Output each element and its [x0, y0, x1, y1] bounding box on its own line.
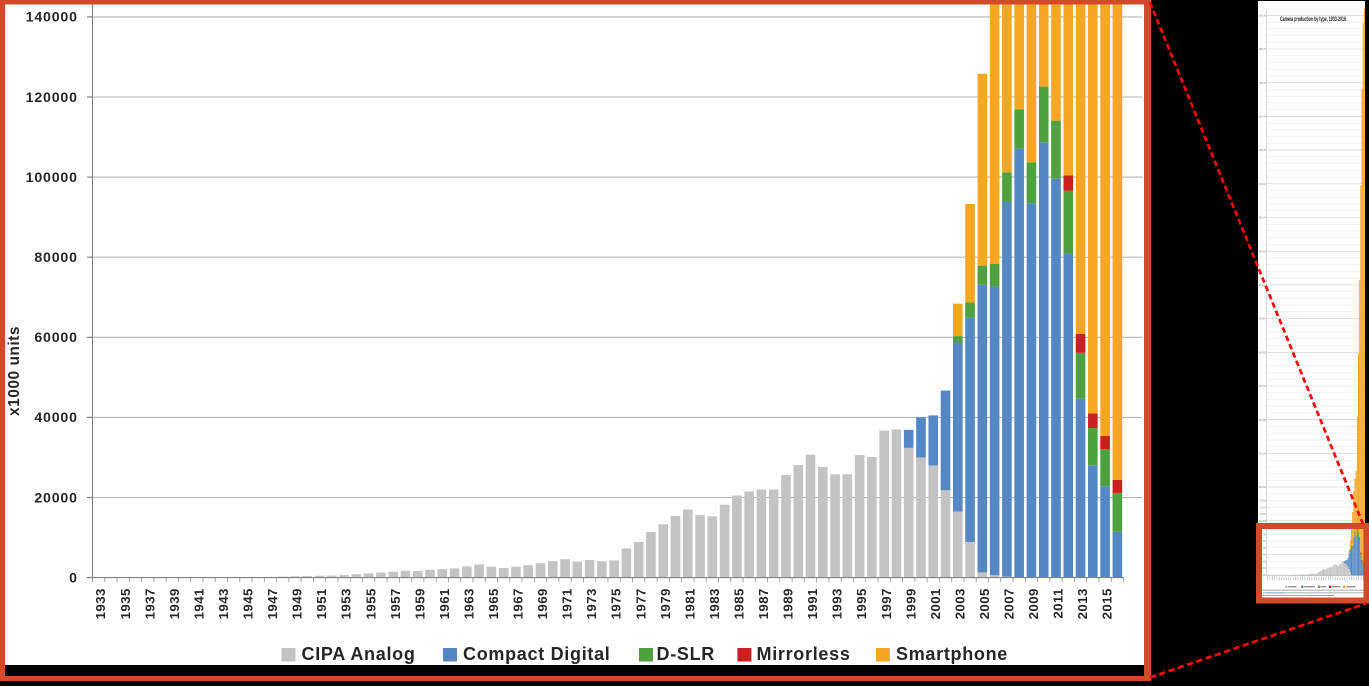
svg-text:1949: 1949	[290, 588, 305, 619]
svg-text:2009: 2009	[1026, 588, 1041, 619]
svg-text:1380,0,000: 1380,0,000	[1259, 115, 1266, 119]
svg-text:Compact Digital: Compact Digital	[463, 644, 611, 664]
svg-text:Camera production by type, 193: Camera production by type, 1933-2016	[1280, 17, 1346, 23]
svg-text:Mirrorless: Mirrorless	[757, 644, 851, 664]
svg-text:2001: 2001	[928, 588, 943, 619]
svg-text:1943: 1943	[216, 588, 231, 619]
svg-text:1959: 1959	[412, 588, 427, 619]
svg-text:980,0,000: 980,0,000	[1259, 249, 1266, 253]
svg-text:1971: 1971	[560, 588, 575, 619]
svg-text:1947: 1947	[265, 588, 280, 619]
svg-text:1961: 1961	[437, 588, 452, 619]
svg-text:580,0,000: 580,0,000	[1259, 384, 1266, 388]
svg-text:1480,0,000: 1480,0,000	[1259, 81, 1266, 85]
svg-text:1945: 1945	[241, 588, 256, 619]
svg-text:100000: 100000	[26, 170, 78, 186]
svg-text:CIPA Analog: CIPA Analog	[302, 644, 416, 664]
svg-text:220,000: 220,000	[1260, 505, 1266, 509]
svg-text:1933: 1933	[93, 588, 108, 619]
svg-text:2011: 2011	[1051, 588, 1066, 619]
svg-text:240,000: 240,000	[1260, 499, 1266, 503]
svg-text:1973: 1973	[584, 588, 599, 619]
svg-text:280,0,000: 280,0,000	[1259, 485, 1266, 489]
svg-text:1977: 1977	[633, 588, 648, 619]
svg-text:1991: 1991	[805, 588, 820, 619]
svg-text:680,0,000: 680,0,000	[1259, 350, 1266, 354]
svg-text:1975: 1975	[609, 588, 624, 619]
svg-text:200,000: 200,000	[1260, 512, 1266, 516]
svg-text:180,0,000: 180,0,000	[1259, 519, 1266, 523]
svg-text:80000: 80000	[34, 250, 77, 266]
svg-text:480,0,000: 480,0,000	[1259, 418, 1266, 422]
svg-text:1580,0,000: 1580,0,000	[1259, 47, 1266, 51]
svg-text:1951: 1951	[314, 588, 329, 619]
svg-text:1937: 1937	[142, 588, 157, 619]
svg-text:20000: 20000	[34, 490, 77, 506]
svg-text:60000: 60000	[34, 330, 77, 346]
svg-text:2007: 2007	[1002, 588, 1017, 619]
svg-text:1280,0,000: 1280,0,000	[1259, 148, 1266, 152]
svg-text:1999: 1999	[903, 588, 918, 619]
svg-text:1955: 1955	[363, 588, 378, 619]
svg-text:1989: 1989	[781, 588, 796, 619]
svg-text:1953: 1953	[339, 588, 354, 619]
svg-text:1941: 1941	[191, 588, 206, 619]
svg-text:1995: 1995	[854, 588, 869, 619]
svg-text:2005: 2005	[977, 588, 992, 619]
svg-text:1969: 1969	[535, 588, 550, 619]
svg-text:140000: 140000	[26, 10, 78, 26]
svg-text:1987: 1987	[756, 588, 771, 619]
svg-text:2003: 2003	[952, 588, 967, 619]
svg-text:1957: 1957	[388, 588, 403, 619]
svg-text:0: 0	[69, 570, 78, 586]
svg-text:2015: 2015	[1100, 588, 1115, 619]
svg-text:1963: 1963	[461, 588, 476, 619]
svg-text:1993: 1993	[830, 588, 845, 619]
svg-text:780,0,000: 780,0,000	[1259, 317, 1266, 321]
svg-text:120000: 120000	[26, 90, 78, 106]
svg-text:1680,0,000: 1680,0,000	[1259, 13, 1266, 17]
svg-text:2013: 2013	[1075, 588, 1090, 619]
svg-text:1965: 1965	[486, 588, 501, 619]
svg-text:1997: 1997	[879, 588, 894, 619]
svg-text:1983: 1983	[707, 588, 722, 619]
svg-text:40000: 40000	[34, 410, 77, 426]
svg-text:x1000 units: x1000 units	[6, 326, 23, 416]
svg-text:1981: 1981	[682, 588, 697, 619]
svg-text:1080,0,000: 1080,0,000	[1259, 216, 1266, 220]
svg-text:380,0,000: 380,0,000	[1259, 452, 1266, 456]
svg-text:1180,0,000: 1180,0,000	[1259, 182, 1266, 186]
svg-text:1985: 1985	[731, 588, 746, 619]
svg-text:1935: 1935	[118, 588, 133, 619]
svg-text:1939: 1939	[167, 588, 182, 619]
svg-text:D-SLR: D-SLR	[657, 644, 716, 664]
svg-text:1967: 1967	[511, 588, 526, 619]
svg-text:1979: 1979	[658, 588, 673, 619]
svg-text:Smartphone: Smartphone	[896, 644, 1008, 664]
